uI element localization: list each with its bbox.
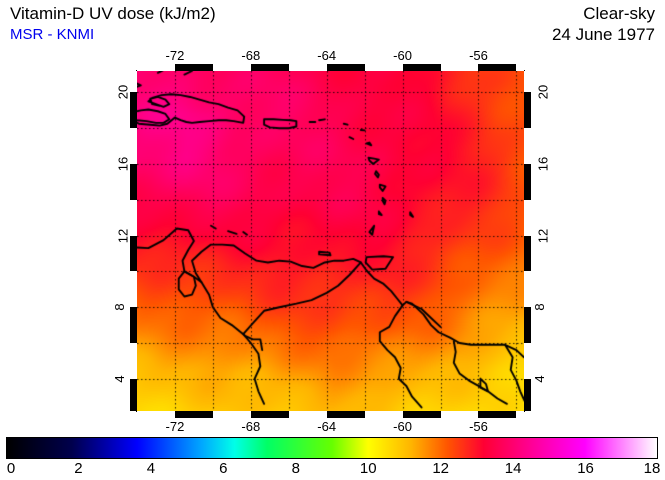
x-axis-tick-label: -72: [165, 419, 185, 434]
colorbar-gradient: [7, 438, 657, 458]
x-axis-tick-label: -72: [165, 48, 185, 63]
colorbar-tick-label: 18: [643, 460, 661, 477]
y-axis-tick-label: 16: [535, 156, 551, 172]
x-axis-tick-label: -60: [393, 419, 412, 434]
map-plot-area: [137, 71, 524, 411]
y-axis-tick-label: 20: [535, 85, 551, 100]
x-axis-tick-label: -68: [241, 419, 261, 434]
colorbar-tick-label: 16: [577, 460, 594, 477]
x-axis-tick-label: -56: [469, 48, 488, 63]
x-axis-tick-label: -68: [241, 48, 261, 63]
data-source-label: MSR - KNMI: [10, 26, 95, 43]
y-axis-tick-label: 8: [532, 303, 548, 311]
uv-dose-heatmap: [137, 71, 524, 411]
x-axis-tick-label: -60: [393, 48, 412, 63]
colorbar-tick-label: 4: [146, 460, 156, 477]
colorbar: [6, 437, 658, 459]
y-axis-tick-label: 20: [115, 85, 131, 100]
y-axis-tick-label: 12: [535, 228, 551, 243]
y-axis-tick-label: 12: [115, 228, 131, 243]
page-title: Vitamin-D UV dose (kJ/m2): [10, 4, 216, 23]
colorbar-tick-label: 6: [219, 460, 228, 477]
axis-frame-bottom: [137, 411, 524, 418]
y-axis-tick-label: 4: [112, 375, 128, 383]
colorbar-tick-label: 8: [291, 460, 300, 477]
axis-frame-left: [130, 71, 137, 411]
date-label: 24 June 1977: [551, 25, 655, 44]
colorbar-tick-label: 2: [74, 460, 83, 477]
x-axis-tick-label: -64: [317, 419, 337, 434]
axis-frame-right: [524, 71, 531, 411]
colorbar-tick-label: 12: [432, 460, 449, 477]
colorbar-tick-label: 0: [6, 460, 16, 477]
colorbar-tick-label: 14: [504, 460, 522, 477]
x-axis-tick-label: -56: [469, 419, 488, 434]
y-axis-tick-label: 8: [112, 303, 128, 311]
y-axis-tick-label: 4: [532, 375, 548, 383]
y-axis-tick-label: 16: [115, 156, 131, 172]
sky-condition-label: Clear-sky: [583, 4, 655, 23]
axis-frame-top: [137, 64, 524, 71]
x-axis-tick-label: -64: [317, 48, 337, 63]
colorbar-tick-labels: 0 2 4 6 8 10 12 14 16 18: [0, 460, 665, 480]
header: Vitamin-D UV dose (kJ/m2) MSR - KNMI Cle…: [0, 0, 665, 50]
colorbar-tick-label: 10: [359, 460, 377, 477]
